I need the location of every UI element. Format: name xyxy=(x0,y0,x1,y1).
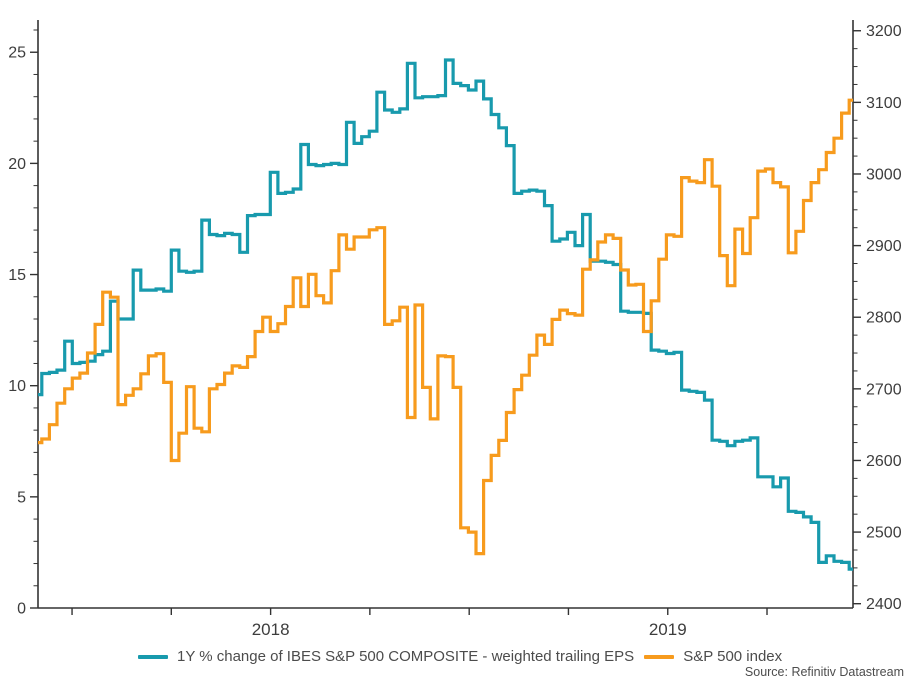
eps-growth-line xyxy=(38,58,853,571)
source-attribution: Source: Refinitiv Datastream xyxy=(744,665,904,679)
legend-item-eps: 1Y % change of IBES S&P 500 COMPOSITE - … xyxy=(138,648,634,665)
right-tick-label: 2800 xyxy=(866,310,902,327)
left-tick-label: 5 xyxy=(17,489,26,506)
right-tick-label: 2900 xyxy=(866,238,902,255)
legend: 1Y % change of IBES S&P 500 COMPOSITE - … xyxy=(138,648,782,665)
right-tick-label: 3200 xyxy=(866,23,902,40)
dual-axis-line-chart: 0 5 10 15 20 25 2400 2500 2600 2700 2800 2900 3000 31… xyxy=(8,20,902,639)
right-tick-label: 2400 xyxy=(866,596,902,613)
right-tick-label: 3100 xyxy=(866,95,902,112)
x-year-label: 2018 xyxy=(252,620,290,639)
left-tick-label: 0 xyxy=(17,601,26,618)
legend-label-eps: 1Y % change of IBES S&P 500 COMPOSITE - … xyxy=(177,648,635,665)
left-tick-label: 20 xyxy=(8,156,26,173)
right-tick-label: 3000 xyxy=(866,166,902,183)
right-tick-label: 2600 xyxy=(866,453,902,470)
eps-line-swatch xyxy=(138,654,168,659)
left-tick-label: 10 xyxy=(8,378,26,395)
legend-label-spx: S&P 500 index xyxy=(683,648,783,665)
legend-item-spx: S&P 500 index xyxy=(644,648,782,665)
sp500-index-line xyxy=(38,98,853,556)
spx-line-swatch xyxy=(644,654,675,659)
left-tick-label: 15 xyxy=(8,267,26,284)
left-tick-label: 25 xyxy=(8,45,26,62)
right-tick-label: 2700 xyxy=(866,381,902,398)
right-tick-label: 2500 xyxy=(866,525,902,542)
x-year-label: 2019 xyxy=(649,620,687,639)
